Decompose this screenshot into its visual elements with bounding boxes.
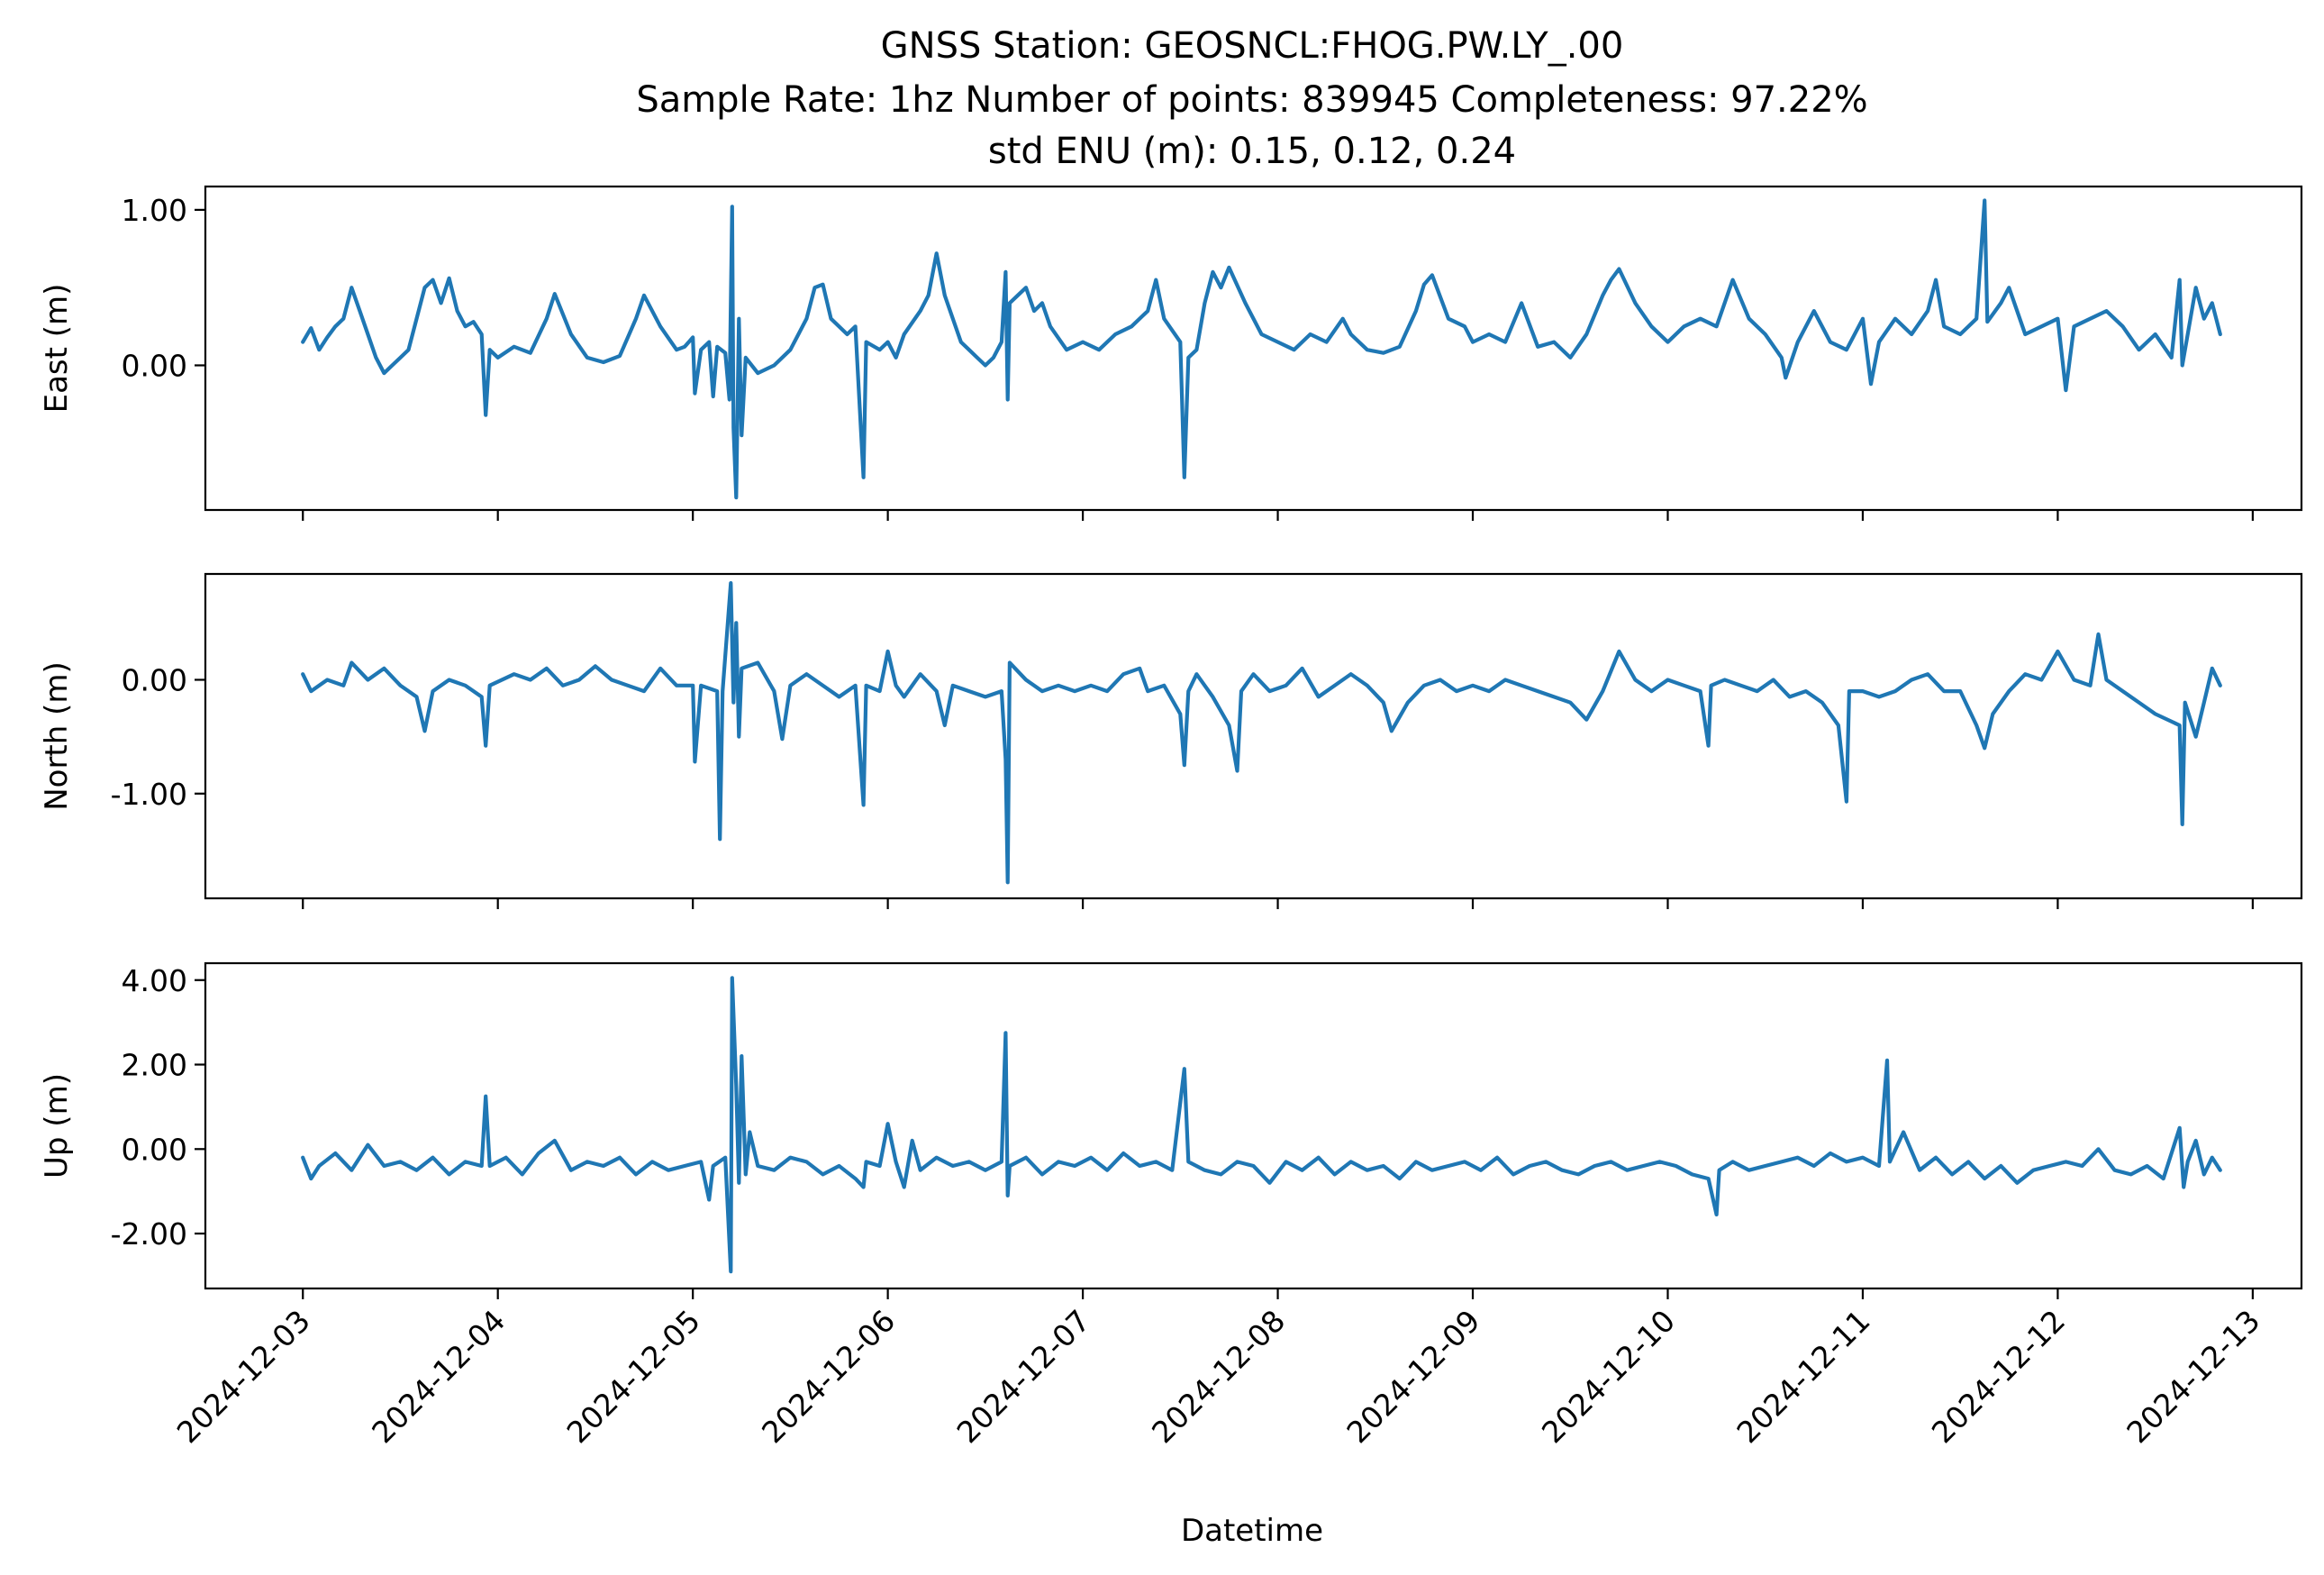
x-tick-label: 2024-12-06 (755, 1303, 902, 1450)
axes-frame (204, 185, 2303, 512)
y-tick-label: 1.00 (122, 193, 187, 228)
y-axis-label: North (m) (39, 661, 75, 811)
up-panel: 4.00 2.00 0.00 -2.00 Up (m) (39, 961, 2303, 1299)
x-tick-label: 2024-12-09 (1339, 1303, 1486, 1450)
x-tick-label: 2024-12-04 (365, 1303, 512, 1450)
title-line-3: std ENU (m): 0.15, 0.12, 0.24 (988, 131, 1516, 172)
series-line-north (301, 581, 2222, 885)
x-tick-label: 2024-12-08 (1145, 1303, 1292, 1450)
y-tick-label: 4.00 (122, 963, 187, 998)
axes-frame (204, 961, 2303, 1290)
x-axis-label: Datetime (1181, 1513, 1323, 1549)
y-tick-label: 2.00 (122, 1048, 187, 1083)
axes-frame (204, 572, 2303, 900)
x-tick-label: 2024-12-03 (170, 1303, 317, 1450)
y-tick-label: 0.00 (122, 1132, 187, 1167)
north-panel: 0.00 -1.00 North (m) (39, 572, 2303, 909)
x-tick-label: 2024-12-07 (950, 1303, 1097, 1450)
x-tick-label: 2024-12-11 (1729, 1303, 1876, 1450)
x-tick-label: 2024-12-12 (1925, 1303, 2072, 1450)
x-tick-label: 2024-12-10 (1535, 1303, 1682, 1450)
y-tick-label: 0.00 (122, 348, 187, 383)
series-line-up (301, 976, 2222, 1274)
x-tick-labels: 2024-12-03 2024-12-04 2024-12-05 2024-12-06… (170, 1303, 2267, 1450)
y-axis-label: Up (m) (39, 1073, 75, 1179)
chart-title: GNSS Station: GEOSNCL:FHOG.PW.LY_.00 Sam… (636, 25, 1867, 172)
y-axis-label: East (m) (39, 284, 75, 414)
y-tick-label: -2.00 (111, 1216, 187, 1252)
y-tick-label: 0.00 (122, 662, 187, 697)
x-tick-label: 2024-12-05 (560, 1303, 707, 1450)
title-line-2: Sample Rate: 1hz Number of points: 83994… (636, 79, 1867, 121)
y-tick-label: -1.00 (111, 777, 187, 812)
x-tick-label: 2024-12-13 (2120, 1303, 2266, 1450)
series-line-east (301, 198, 2222, 500)
title-line-1: GNSS Station: GEOSNCL:FHOG.PW.LY_.00 (881, 25, 1624, 67)
east-panel: 1.00 0.00 East (m) (39, 185, 2303, 521)
